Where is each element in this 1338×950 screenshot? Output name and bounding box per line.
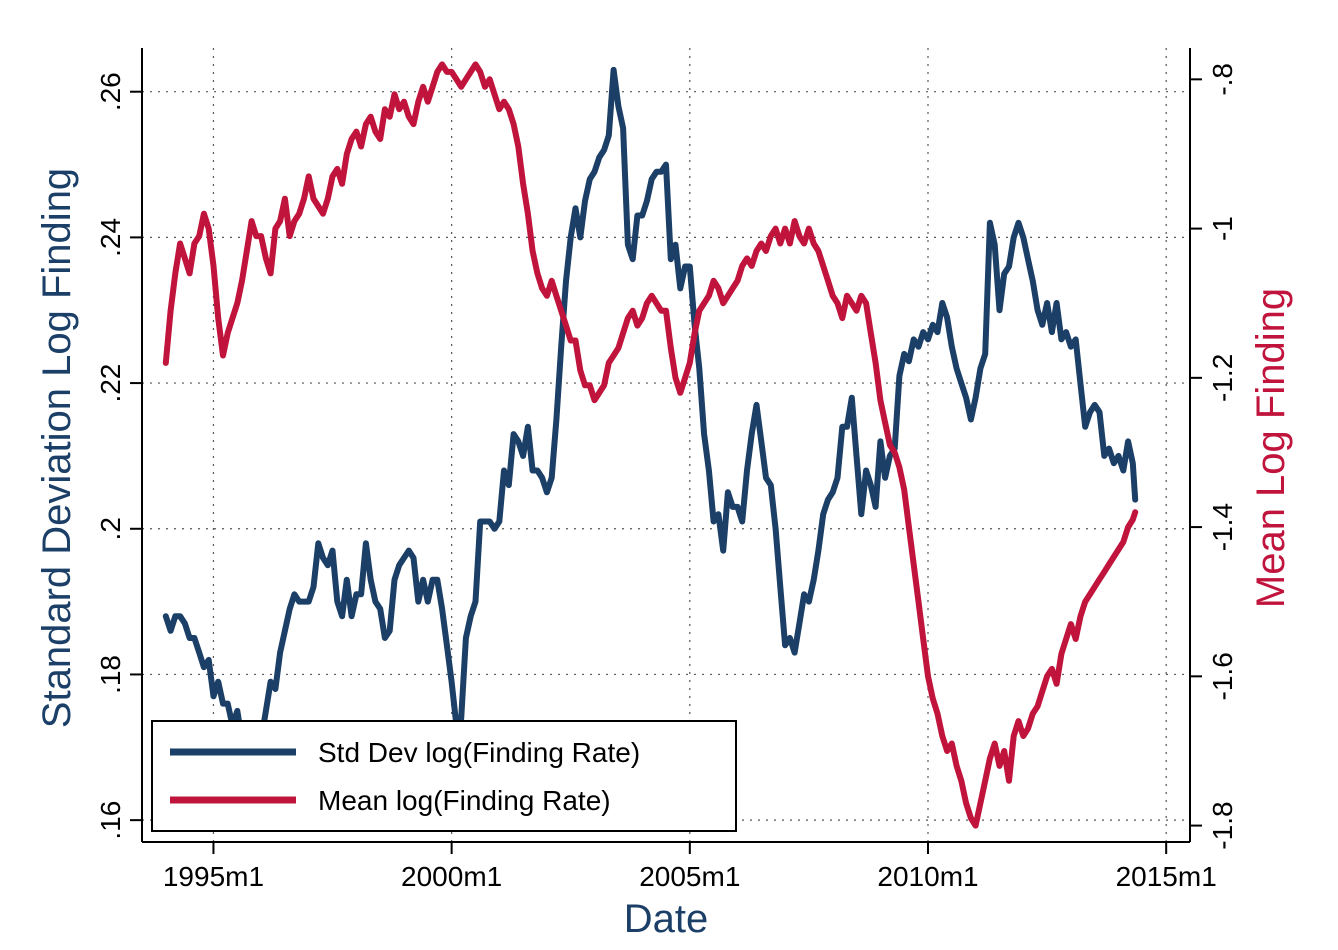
y-left-tick-label: .22 bbox=[95, 364, 126, 403]
y-left-tick-label: .18 bbox=[95, 655, 126, 694]
x-tick-label: 2000m1 bbox=[401, 861, 502, 892]
x-tick-label: 2015m1 bbox=[1116, 861, 1217, 892]
y-axis-right-title: Mean Log Finding bbox=[1249, 288, 1293, 608]
x-tick-label: 2005m1 bbox=[639, 861, 740, 892]
y-left-tick-label: .2 bbox=[95, 517, 126, 540]
series-line-std-dev bbox=[162, 66, 1139, 765]
series-lines bbox=[162, 61, 1139, 829]
y-right-tick-label: -1.4 bbox=[1207, 503, 1238, 551]
y-left-tick-label: .16 bbox=[95, 801, 126, 840]
y-left-tick-label: .26 bbox=[95, 72, 126, 111]
x-tick-label: 2010m1 bbox=[877, 861, 978, 892]
legend: Std Dev log(Finding Rate) Mean log(Findi… bbox=[151, 720, 737, 832]
legend-box bbox=[151, 720, 737, 832]
x-tick-label: 1995m1 bbox=[163, 861, 264, 892]
legend-label-mean: Mean log(Finding Rate) bbox=[318, 785, 611, 816]
y-right-tick-label: -1.2 bbox=[1207, 354, 1238, 402]
y-right-tick-label: -.8 bbox=[1207, 63, 1238, 96]
axes: 1995m1 2000m1 2005m1 2010m1 2015m1 .16 .18 .2 .2… bbox=[95, 48, 1238, 892]
legend-label-std-dev: Std Dev log(Finding Rate) bbox=[318, 737, 640, 768]
series-line-mean bbox=[162, 61, 1139, 829]
y-axis-left-title: Standard Deviation Log Finding bbox=[35, 168, 79, 728]
y-right-tick-label: -1.8 bbox=[1207, 801, 1238, 849]
y-right-tick-label: -1 bbox=[1207, 216, 1238, 241]
y-left-tick-label: .24 bbox=[95, 218, 126, 257]
x-axis-title: Date bbox=[624, 897, 709, 941]
y-right-tick-label: -1.6 bbox=[1207, 652, 1238, 700]
